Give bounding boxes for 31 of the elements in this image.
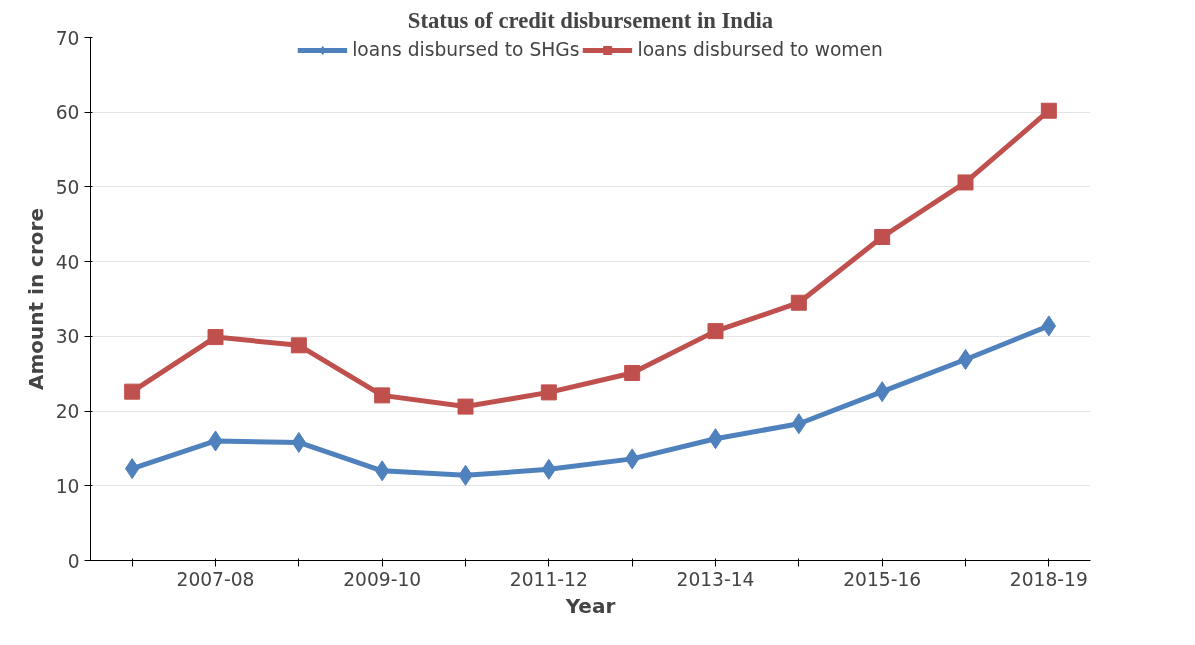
point — [124, 383, 141, 400]
chart-title: Status of credit disbursement in India — [407, 7, 774, 33]
y-tick-label: 30 — [55, 326, 80, 348]
point — [457, 398, 474, 415]
x-axis-title: Year — [564, 593, 616, 618]
point — [790, 294, 807, 311]
legend-label: loans disbursed to women — [637, 39, 883, 60]
y-axis-title: Amount in crore — [23, 207, 48, 390]
x-tick-label: 2015-16 — [843, 568, 922, 590]
y-tick-label: 10 — [55, 475, 80, 497]
y-tick-label: 40 — [55, 251, 80, 273]
point — [874, 228, 891, 245]
y-tick-label: 70 — [55, 27, 80, 49]
x-tick-label: 2007-08 — [176, 568, 255, 590]
point — [207, 329, 224, 346]
point — [624, 364, 641, 381]
point — [1040, 102, 1057, 119]
y-tick-label: 50 — [55, 176, 80, 198]
x-tick-label: 2013-14 — [676, 568, 755, 590]
point — [290, 337, 307, 354]
x-tick-label: 2018-19 — [1009, 568, 1088, 590]
point — [957, 174, 974, 191]
point — [540, 384, 557, 401]
point — [374, 387, 391, 404]
y-tick-label: 20 — [55, 401, 80, 423]
x-tick-label: 2011-12 — [509, 568, 588, 590]
legend-label: loans disbursed to SHGs — [352, 39, 580, 60]
y-tick-label: 0 — [67, 550, 80, 572]
y-tick-label: 60 — [55, 102, 80, 124]
point — [707, 323, 724, 340]
x-tick-label: 2009-10 — [343, 568, 422, 590]
